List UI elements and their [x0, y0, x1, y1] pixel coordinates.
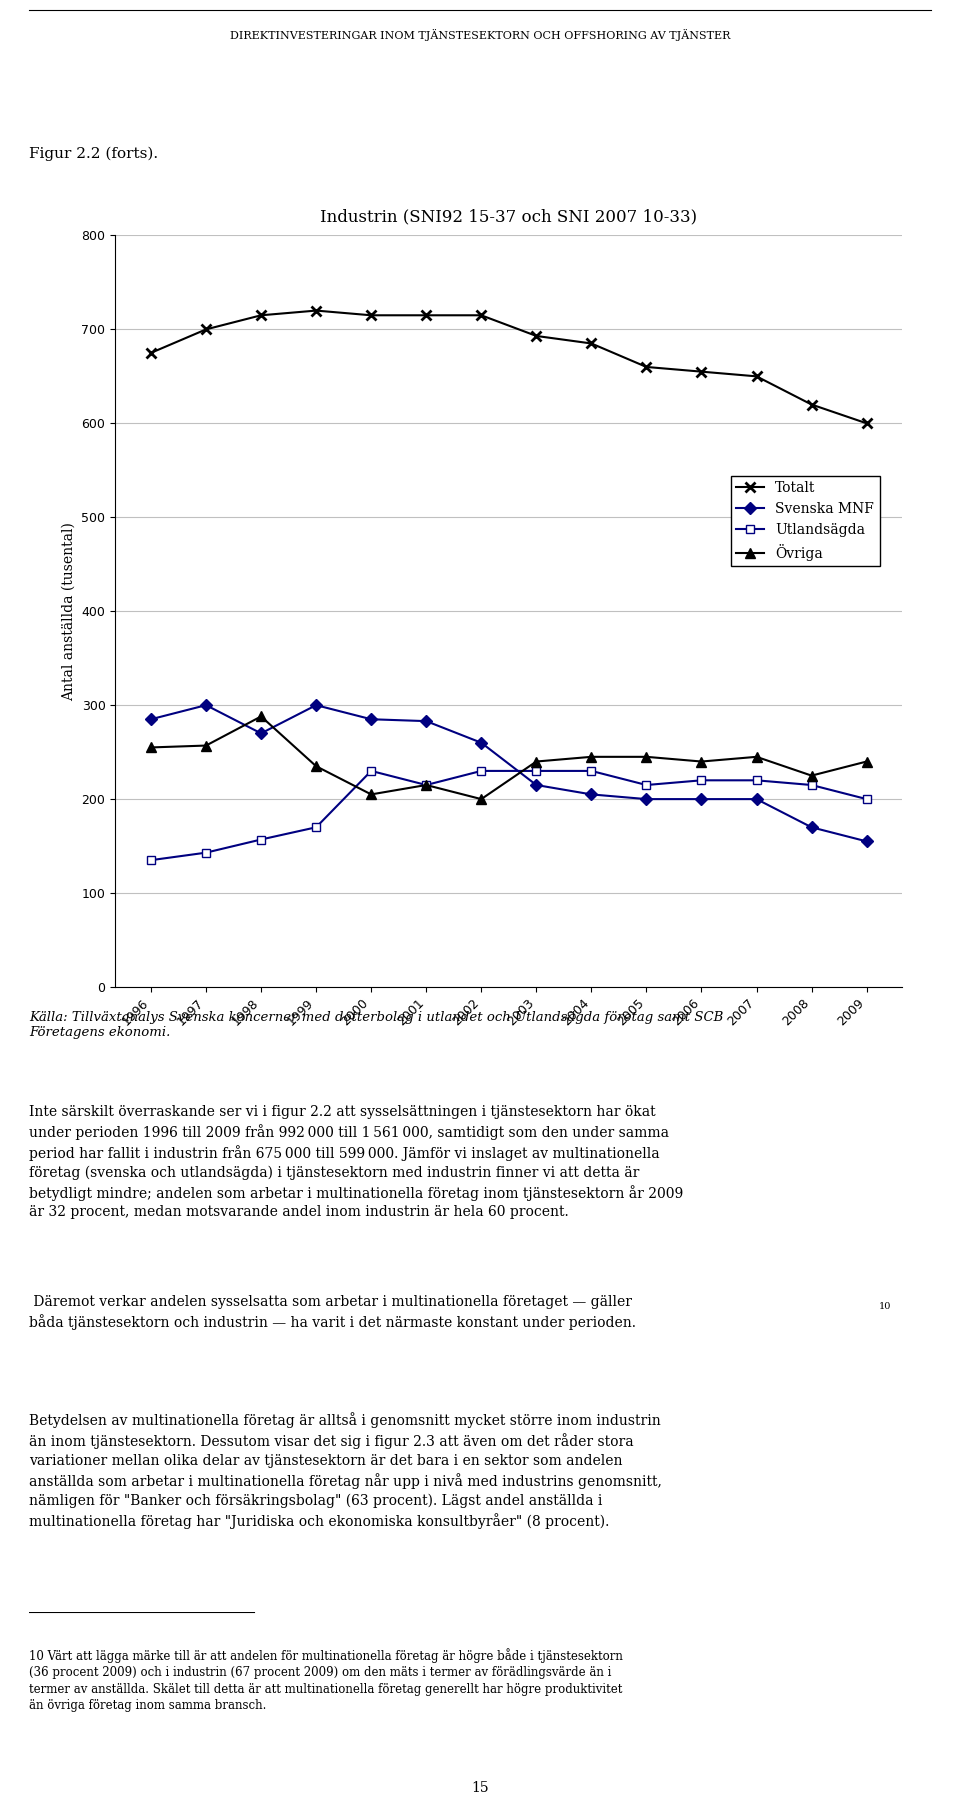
Svenska MNF	[696, 788, 708, 810]
Svenska MNF	[255, 723, 267, 744]
Text: Figur 2.2 (forts).: Figur 2.2 (forts).	[29, 147, 158, 161]
Totalt	[805, 393, 817, 415]
Övriga	[696, 750, 708, 771]
Utlandsägda	[366, 761, 377, 782]
Totalt	[201, 319, 212, 340]
Totalt	[861, 413, 873, 435]
Totalt	[145, 342, 156, 364]
Line: Övriga: Övriga	[146, 712, 872, 804]
Legend: Totalt, Svenska MNF, Utlandsägda, Övriga: Totalt, Svenska MNF, Utlandsägda, Övriga	[731, 476, 879, 567]
Svenska MNF	[861, 831, 873, 853]
Title: Industrin (SNI92 15-37 och SNI 2007 10-33): Industrin (SNI92 15-37 och SNI 2007 10-3…	[321, 208, 697, 226]
Totalt	[696, 360, 708, 382]
Svenska MNF	[366, 708, 377, 730]
Totalt	[310, 299, 322, 321]
Text: Inte särskilt överraskande ser vi i figur 2.2 att sysselsättningen i tjänstesekt: Inte särskilt överraskande ser vi i figu…	[29, 1105, 684, 1219]
Svenska MNF	[310, 694, 322, 715]
Totalt	[420, 304, 432, 326]
Totalt	[751, 366, 762, 388]
Svenska MNF	[586, 784, 597, 806]
Övriga	[366, 784, 377, 806]
Text: 10 Värt att lägga märke till är att andelen för multinationella företag är högre: 10 Värt att lägga märke till är att ande…	[29, 1648, 623, 1713]
Övriga	[420, 773, 432, 795]
Utlandsägda	[475, 761, 487, 782]
Text: Källa: Tillväxtanalys Svenska koncerner med dotterbolag i utlandet och Utlandsäg: Källa: Tillväxtanalys Svenska koncerner …	[29, 1011, 723, 1040]
Totalt	[255, 304, 267, 326]
Svenska MNF	[475, 732, 487, 753]
Line: Svenska MNF: Svenska MNF	[147, 701, 871, 846]
Utlandsägda	[145, 849, 156, 871]
Utlandsägda	[201, 842, 212, 864]
Övriga	[805, 764, 817, 786]
Övriga	[201, 735, 212, 757]
Övriga	[531, 750, 542, 771]
Övriga	[586, 746, 597, 768]
Svenska MNF	[420, 710, 432, 732]
Utlandsägda	[310, 817, 322, 838]
Utlandsägda	[640, 773, 652, 795]
Text: Betydelsen av multinationella företag är alltså i genomsnitt mycket större inom : Betydelsen av multinationella företag är…	[29, 1413, 661, 1528]
Svenska MNF	[640, 788, 652, 810]
Svenska MNF	[201, 694, 212, 715]
Utlandsägda	[696, 770, 708, 791]
Svenska MNF	[531, 773, 542, 795]
Line: Utlandsägda: Utlandsägda	[147, 766, 871, 864]
Totalt	[366, 304, 377, 326]
Svenska MNF	[751, 788, 762, 810]
Övriga	[310, 755, 322, 777]
Text: 15: 15	[471, 1782, 489, 1795]
Övriga	[475, 788, 487, 810]
Utlandsägda	[805, 773, 817, 795]
Utlandsägda	[255, 829, 267, 851]
Totalt	[475, 304, 487, 326]
Övriga	[255, 706, 267, 728]
Line: Totalt: Totalt	[146, 306, 872, 427]
Utlandsägda	[531, 761, 542, 782]
Övriga	[145, 737, 156, 759]
Övriga	[640, 746, 652, 768]
Y-axis label: Antal anställda (tusental): Antal anställda (tusental)	[62, 522, 76, 701]
Text: Däremot verkar andelen sysselsatta som arbetar i multinationella företaget — gäl: Däremot verkar andelen sysselsatta som a…	[29, 1295, 636, 1329]
Svenska MNF	[145, 708, 156, 730]
Svenska MNF	[805, 817, 817, 838]
Text: DIREKTINVESTERINGAR INOM TJÄNSTESEKTORN OCH OFFSHORING AV TJÄNSTER: DIREKTINVESTERINGAR INOM TJÄNSTESEKTORN …	[229, 29, 731, 42]
Utlandsägda	[751, 770, 762, 791]
Övriga	[861, 750, 873, 771]
Övriga	[751, 746, 762, 768]
Text: 10: 10	[878, 1302, 891, 1311]
Totalt	[531, 326, 542, 348]
Utlandsägda	[420, 773, 432, 795]
Totalt	[586, 333, 597, 355]
Utlandsägda	[861, 788, 873, 810]
Totalt	[640, 357, 652, 378]
Utlandsägda	[586, 761, 597, 782]
